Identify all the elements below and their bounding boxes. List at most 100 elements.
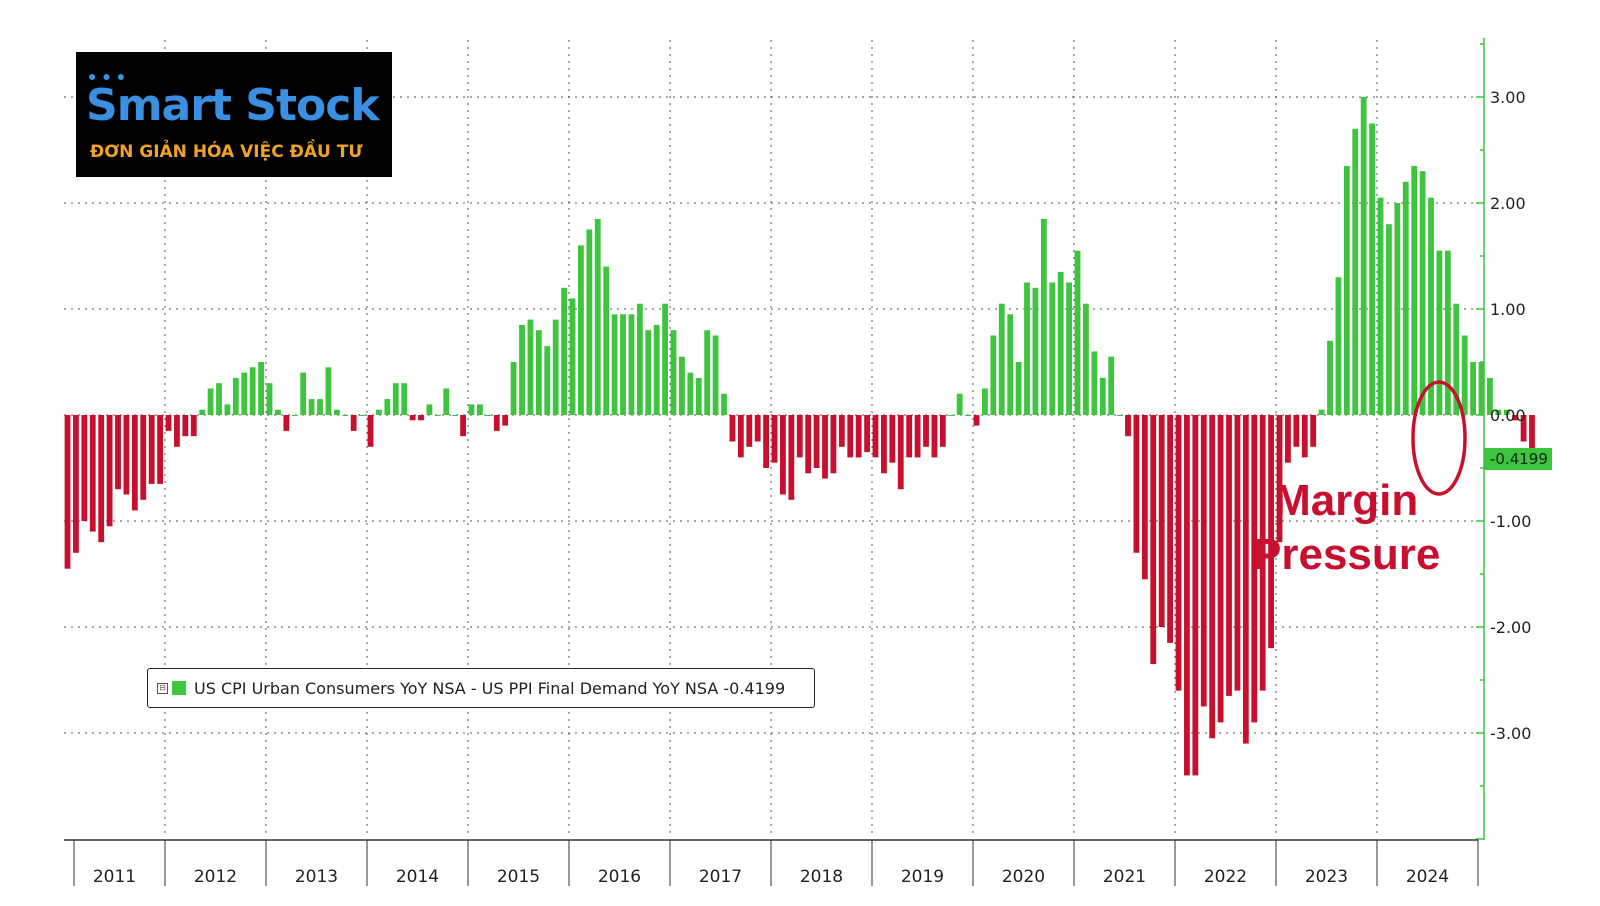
bar xyxy=(199,409,206,415)
bar xyxy=(822,415,828,479)
bar xyxy=(1074,250,1081,415)
bar xyxy=(906,415,913,458)
bar xyxy=(1419,171,1426,415)
bar xyxy=(897,415,904,490)
bar xyxy=(1024,282,1030,415)
bar xyxy=(1394,203,1401,415)
x-tick-label: 2024 xyxy=(1406,867,1449,887)
bar xyxy=(695,377,702,415)
logo-subtitle: ĐƠN GIẢN HÓA VIỆC ĐẦU TƯ xyxy=(90,142,363,162)
bar xyxy=(174,415,180,447)
bar xyxy=(131,415,138,511)
bar xyxy=(1133,415,1140,553)
bar xyxy=(1091,351,1098,415)
x-tick-label: 2017 xyxy=(699,867,742,887)
annotation-line-1: Margin xyxy=(1274,476,1419,525)
bar xyxy=(931,415,938,458)
bar xyxy=(628,314,635,415)
bar xyxy=(780,415,786,495)
y-tick-label: 1.00 xyxy=(1490,300,1526,319)
legend-collapse-icon[interactable]: ⊟ xyxy=(157,682,168,694)
bar xyxy=(561,287,567,415)
bar xyxy=(350,415,357,431)
bar xyxy=(1007,314,1014,415)
bar xyxy=(603,266,610,415)
bar xyxy=(1335,277,1342,415)
x-tick-label: 2023 xyxy=(1305,867,1348,887)
x-tick-label: 2014 xyxy=(396,867,439,887)
bar xyxy=(485,415,492,416)
x-tick-label: 2022 xyxy=(1204,867,1247,887)
bar xyxy=(165,415,172,431)
bar xyxy=(64,415,71,569)
bar xyxy=(1209,415,1216,739)
bar xyxy=(662,303,668,415)
x-axis: 2011 2012 2013 2014 2015 2016 2017 2018 2019 2020… xyxy=(64,839,1479,887)
bar xyxy=(982,388,988,415)
bar xyxy=(1386,224,1392,415)
bar xyxy=(502,415,509,426)
bar xyxy=(460,415,466,437)
bar xyxy=(325,367,332,415)
bar xyxy=(359,415,365,416)
bar xyxy=(805,415,812,474)
bar xyxy=(847,415,854,458)
logo-title: Smart Stock xyxy=(86,80,380,131)
bar xyxy=(1141,415,1148,580)
bar xyxy=(384,399,391,415)
last-value-tag: -0.4199 xyxy=(1484,448,1552,470)
bar xyxy=(266,383,273,415)
bar xyxy=(207,388,214,415)
bar xyxy=(881,415,887,474)
bar xyxy=(1301,415,1308,458)
y-tick-label: -2.00 xyxy=(1490,618,1531,637)
bar xyxy=(645,330,652,415)
bar xyxy=(1436,250,1443,415)
bar xyxy=(291,415,298,416)
bar xyxy=(973,415,980,426)
bar xyxy=(1158,415,1165,627)
bar xyxy=(889,415,896,463)
highlight-circle xyxy=(1411,380,1467,496)
bar xyxy=(754,415,761,442)
bar xyxy=(872,415,879,458)
bar xyxy=(443,388,450,415)
bar xyxy=(477,404,483,415)
bar xyxy=(939,415,946,447)
bar xyxy=(746,415,753,447)
bar xyxy=(451,415,458,416)
bar xyxy=(157,415,163,484)
bar xyxy=(990,335,997,415)
bar xyxy=(418,415,424,421)
bar xyxy=(1453,303,1460,415)
y-tick-label: 0.00 xyxy=(1490,406,1526,425)
bar xyxy=(216,383,222,415)
bar xyxy=(333,409,340,415)
x-tick-label: 2016 xyxy=(598,867,641,887)
bar xyxy=(148,415,155,484)
bar xyxy=(1032,287,1039,415)
bar xyxy=(283,415,290,431)
bar xyxy=(1125,415,1131,437)
bar xyxy=(813,415,820,468)
bar xyxy=(1268,415,1274,649)
bar xyxy=(729,415,736,442)
bar xyxy=(1444,250,1451,415)
bar xyxy=(569,298,576,415)
bar xyxy=(123,415,130,495)
bar xyxy=(586,229,593,415)
x-tick-label: 2019 xyxy=(901,867,944,887)
bar xyxy=(956,393,963,415)
bar xyxy=(1402,181,1409,415)
bar xyxy=(367,415,374,447)
logo-mascot-icon: ● ● ● xyxy=(88,68,127,84)
bar xyxy=(1175,415,1182,691)
bar xyxy=(1487,377,1493,415)
bar xyxy=(737,415,744,458)
bar xyxy=(73,415,79,553)
bar xyxy=(1276,415,1283,543)
y-axis: 3.00 2.00 1.00 0.00 -1.00 -2.00 -3.00 xyxy=(1476,38,1531,840)
bar xyxy=(1226,415,1232,696)
bar xyxy=(552,319,559,415)
